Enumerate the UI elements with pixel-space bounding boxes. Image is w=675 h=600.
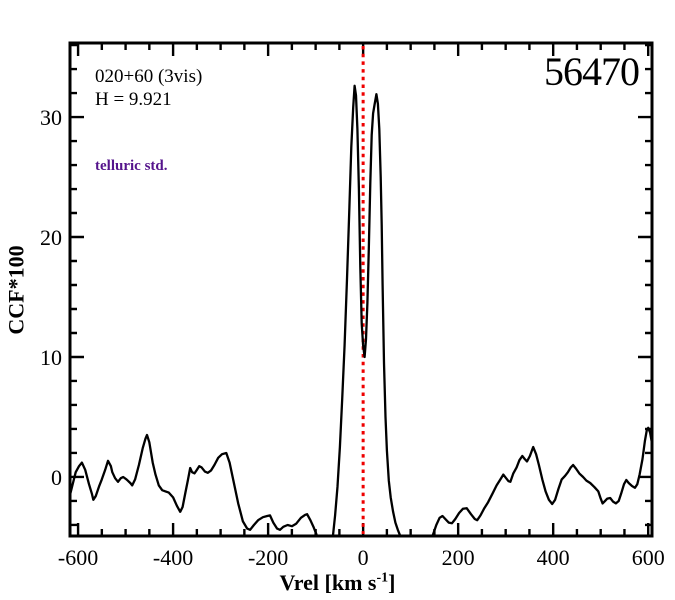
y-axis-tick-label: 30: [40, 105, 62, 130]
y-axis-tick-label: 10: [40, 345, 62, 370]
telluric-std-label: telluric std.: [95, 158, 168, 174]
x-axis-title-end: ]: [388, 570, 396, 595]
x-axis-title: Vrel [km s-1]: [0, 570, 675, 596]
x-axis-tick-label: -400: [153, 545, 193, 570]
ccf-curve: [70, 84, 652, 536]
target-name-label: 020+60 (3vis): [95, 66, 203, 87]
mjd-label: 56470: [544, 49, 640, 94]
x-axis-tick-label: 600: [632, 545, 665, 570]
x-axis-tick-label: 200: [442, 545, 475, 570]
y-axis-tick-label: 0: [51, 465, 62, 490]
h-magnitude-label: H = 9.921: [95, 89, 172, 110]
x-axis-tick-label: 400: [537, 545, 570, 570]
y-axis-title: CCF*100: [3, 245, 29, 335]
plot-frame: [68, 41, 654, 538]
x-axis-tick-label: -600: [58, 545, 98, 570]
x-axis-tick-label: -200: [248, 545, 288, 570]
x-axis-tick-label: 0: [358, 545, 369, 570]
x-axis-title-sup: -1: [376, 570, 389, 586]
x-axis-title-main: Vrel [km s: [279, 570, 377, 595]
y-axis-tick-label: 20: [40, 225, 62, 250]
